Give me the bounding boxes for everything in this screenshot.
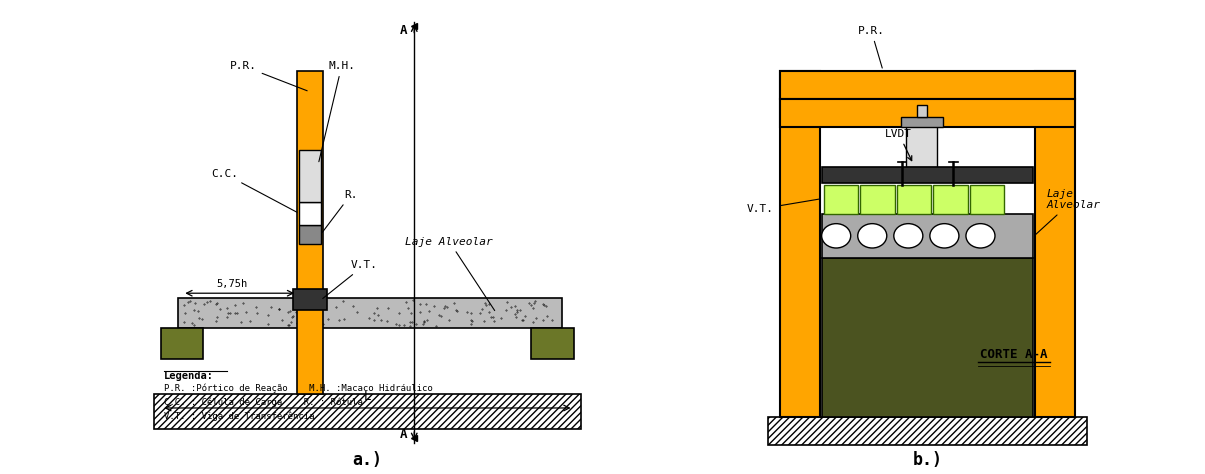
Text: P.R.: P.R.: [230, 61, 307, 91]
Bar: [906, 125, 937, 167]
Bar: [917, 105, 927, 117]
Bar: [822, 258, 1033, 417]
Ellipse shape: [966, 224, 995, 248]
Bar: [769, 417, 1087, 446]
Bar: [780, 71, 819, 417]
Bar: [933, 184, 968, 214]
Text: M.H.: M.H.: [319, 61, 355, 162]
Ellipse shape: [858, 224, 887, 248]
Text: R.: R.: [322, 190, 358, 232]
Text: A: A: [400, 24, 407, 37]
Text: A: A: [400, 428, 407, 441]
Bar: [897, 184, 931, 214]
Bar: [154, 394, 581, 429]
Text: V.T. : Viga de Transferência: V.T. : Viga de Transferência: [164, 411, 315, 421]
Bar: [1035, 71, 1075, 417]
Bar: [300, 202, 321, 225]
Text: C.C. : Célula de Carga    R. : Rótula: C.C. : Célula de Carga R. : Rótula: [164, 397, 363, 407]
Text: CORTE A-A: CORTE A-A: [981, 347, 1048, 361]
Text: L: L: [364, 390, 371, 403]
Text: V.T.: V.T.: [323, 260, 378, 299]
Bar: [822, 167, 1033, 183]
Text: b.): b.): [912, 451, 942, 469]
Text: a.): a.): [352, 451, 382, 469]
Bar: [300, 225, 321, 244]
Bar: [823, 184, 858, 214]
Text: P.R. :Pórtico de Reação    M.H. :Macaco Hidráulico: P.R. :Pórtico de Reação M.H. :Macaco Hid…: [164, 383, 433, 392]
Ellipse shape: [822, 224, 851, 248]
Ellipse shape: [930, 224, 959, 248]
Bar: [531, 328, 574, 359]
Bar: [177, 298, 562, 328]
Text: 5,75h: 5,75h: [216, 279, 247, 289]
Bar: [970, 184, 1004, 214]
Text: LVDT: LVDT: [886, 129, 912, 161]
Text: C.C.: C.C.: [211, 169, 296, 212]
Text: Laje
Alveolar: Laje Alveolar: [1035, 189, 1101, 235]
Text: V.T.: V.T.: [747, 199, 819, 214]
Ellipse shape: [894, 224, 923, 248]
Bar: [901, 117, 942, 127]
Bar: [298, 71, 323, 394]
Bar: [161, 328, 204, 359]
Bar: [780, 71, 1075, 99]
Text: P.R.: P.R.: [858, 26, 884, 68]
Bar: [780, 99, 1075, 127]
Text: Legenda:: Legenda:: [164, 371, 213, 381]
Text: Laje Alveolar: Laje Alveolar: [406, 237, 495, 310]
Bar: [293, 289, 327, 310]
Bar: [860, 184, 895, 214]
Bar: [822, 214, 1033, 258]
Bar: [300, 150, 321, 202]
